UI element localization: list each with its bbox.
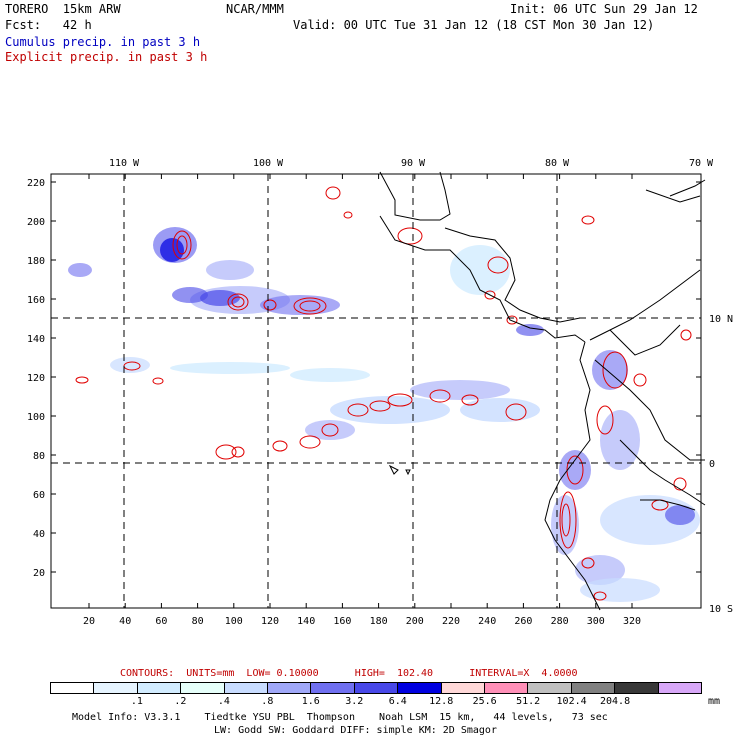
colorbar-swatch [180, 683, 224, 693]
colorbar-swatch [570, 683, 615, 693]
colorbar-swatch [614, 683, 658, 693]
map-frame [50, 173, 702, 609]
colorbar-swatch [310, 683, 354, 693]
x-tick-label: 320 [623, 616, 641, 627]
cumulus-precip-shading [68, 227, 700, 602]
y-tick-label: 160 [27, 295, 45, 306]
x-tick-label: 160 [333, 616, 351, 627]
lat-label: 10 N [709, 314, 733, 325]
forecast-hour: Fcst: 42 h [5, 18, 92, 32]
colorbar-labels: .1 .2 .4 .8 1.6 3.2 6.4 12.8 25.6 51.2 102.4 204.8 [50, 696, 702, 708]
colorbar-swatch [440, 683, 485, 693]
x-tick-label: 20 [83, 616, 95, 627]
model-name: TORERO 15km ARW [5, 2, 121, 16]
colorbar-swatch [136, 683, 181, 693]
colorbar-swatch [51, 683, 94, 693]
lon-label: 70 W [689, 158, 714, 169]
lat-label: 0 [709, 459, 715, 470]
init-time: Init: 06 UTC Sun 29 Jan 12 [510, 2, 698, 16]
colorbar-label: 6.4 [388, 696, 407, 707]
colorbar-swatch [223, 683, 268, 693]
x-tick-label: 80 [192, 616, 204, 627]
y-tick-label: 120 [27, 373, 45, 384]
colorbar-label: 25.6 [472, 696, 497, 707]
x-tick-label: 60 [155, 616, 167, 627]
y-tick-label: 80 [33, 451, 45, 462]
colorbar-label: 204.8 [600, 696, 631, 707]
x-tick-label: 300 [587, 616, 605, 627]
y-tick-label: 180 [27, 256, 45, 267]
colorbar-swatch [267, 683, 311, 693]
y-tick-label: 220 [27, 178, 45, 189]
colorbar-label: .1 [130, 696, 143, 707]
lon-label: 90 W [401, 158, 426, 169]
coastlines [379, 171, 706, 611]
y-tick-label: 100 [27, 412, 45, 423]
cumulus-legend: Cumulus precip. in past 3 h [5, 35, 201, 49]
colorbar-swatch [397, 683, 441, 693]
colorbar-label: .2 [174, 696, 187, 707]
x-tick-label: 100 [225, 616, 243, 627]
precip-colorbar [50, 682, 702, 694]
y-tick-label: 200 [27, 217, 45, 228]
explicit-legend: Explicit precip. in past 3 h [5, 50, 208, 64]
x-tick-label: 180 [370, 616, 388, 627]
colorbar-label: .4 [217, 696, 230, 707]
lon-label: 80 W [545, 158, 570, 169]
lon-label: 100 W [253, 158, 284, 169]
x-tick-label: 240 [478, 616, 496, 627]
explicit-precip-contours [75, 186, 692, 601]
x-tick-label: 40 [119, 616, 131, 627]
x-tick-label: 140 [297, 616, 315, 627]
colorbar-swatch [484, 683, 528, 693]
model-info: Model Info: V3.3.1 Tiedtke YSU PBL Thomp… [72, 712, 608, 723]
y-tick-label: 140 [27, 334, 45, 345]
contours-info: CONTOURS: UNITS=mm LOW= 0.10000 HIGH= 10… [120, 668, 578, 679]
x-tick-label: 120 [261, 616, 279, 627]
colorbar-swatch [353, 683, 398, 693]
colorbar-label: 12.8 [429, 696, 454, 707]
colorbar-label: 1.6 [301, 696, 320, 707]
y-tick-label: 40 [33, 529, 45, 540]
colorbar-swatch [527, 683, 571, 693]
axis-ticks [51, 174, 702, 608]
colorbar-unit: mm [708, 696, 721, 707]
x-tick-label: 260 [514, 616, 532, 627]
colorbar-label: 51.2 [516, 696, 541, 707]
lon-label: 110 W [109, 158, 140, 169]
y-tick-label: 60 [33, 490, 45, 501]
y-tick-label: 20 [33, 568, 45, 579]
colorbar-label: 102.4 [556, 696, 587, 707]
x-tick-label: 220 [442, 616, 460, 627]
organization: NCAR/MMM [226, 2, 284, 16]
valid-time: Valid: 00 UTC Tue 31 Jan 12 (18 CST Mon … [293, 18, 655, 32]
colorbar-label: 3.2 [345, 696, 364, 707]
colorbar-swatch [93, 683, 137, 693]
x-tick-label: 200 [406, 616, 424, 627]
x-tick-label: 280 [551, 616, 569, 627]
graticule [51, 174, 701, 608]
lat-label: 10 S [709, 604, 733, 615]
colorbar-label: .8 [261, 696, 274, 707]
model-physics: LW: Godd SW: Goddard DIFF: simple KM: 2D… [214, 725, 497, 736]
colorbar-swatch [657, 683, 702, 693]
axis-tick-labels: 110 W 100 W 90 W 80 W 70 W 10 N 0 10 S 220 200 180… [27, 158, 733, 627]
